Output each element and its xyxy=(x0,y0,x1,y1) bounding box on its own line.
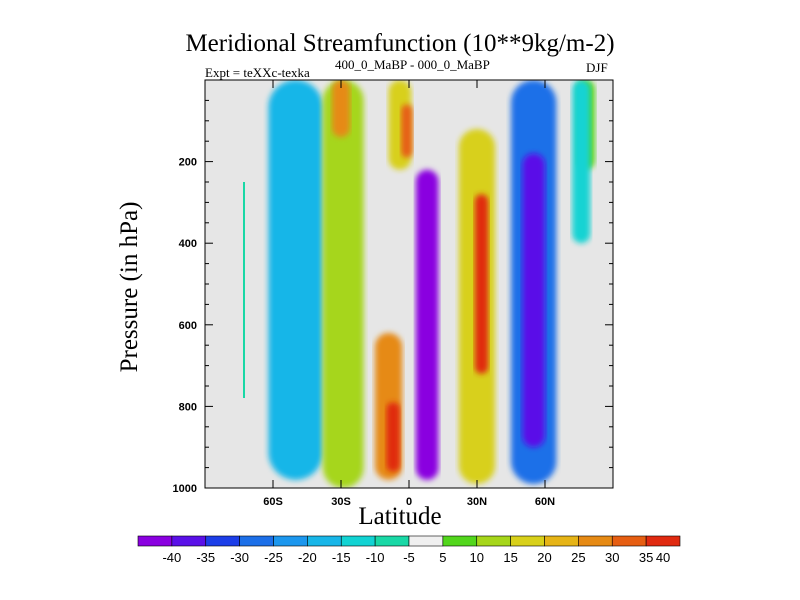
experiment-label: Expt = teXXc-texka xyxy=(205,65,310,80)
field-region-subtropical-core xyxy=(474,194,489,374)
chart-title: Meridional Streamfunction (10**9kg/m-2) xyxy=(185,30,615,57)
colorbar-label: 5 xyxy=(439,550,446,565)
colorbar-label: 20 xyxy=(537,550,551,565)
colorbar-swatch xyxy=(307,535,342,547)
colorbar-label: 10 xyxy=(470,550,484,565)
x-tick-label: 30S xyxy=(331,496,351,508)
colorbar-label: -20 xyxy=(298,550,317,565)
colorbar-label: -25 xyxy=(264,550,283,565)
x-tick-label: 60S xyxy=(263,496,283,508)
y-tick-label: 400 xyxy=(179,238,197,250)
x-tick-label: 60N xyxy=(535,496,555,508)
colorbar-swatch xyxy=(442,535,478,547)
colorbar-label: 30 xyxy=(605,550,619,565)
colorbar-label: -10 xyxy=(366,550,385,565)
field-region-polar-north xyxy=(572,80,591,244)
y-tick-label: 800 xyxy=(179,401,197,413)
colorbar-label: -5 xyxy=(403,550,415,565)
field-region-lower-equatorial-core xyxy=(386,402,400,472)
colorbar-swatch xyxy=(645,535,681,547)
colorbar-swatch xyxy=(239,535,274,547)
colorbar-swatch xyxy=(273,535,308,547)
y-tick-label: 1000 xyxy=(173,483,197,495)
colorbar-swatch xyxy=(137,535,173,547)
colorbar-label: 35 xyxy=(639,550,653,565)
field-region-upper-subtropical-core xyxy=(401,104,413,158)
field-region-upper-midlat-core xyxy=(331,80,351,138)
chart-subtitle: 400_0_MaBP - 000_0_MaBP xyxy=(335,57,490,72)
field-region-southern-midlat-band xyxy=(322,80,364,488)
x-tick-label: 30N xyxy=(467,496,487,508)
colorbar-label: -30 xyxy=(230,550,249,565)
field-region-tropical-cell xyxy=(415,169,439,480)
colorbar-swatch xyxy=(476,535,511,547)
colorbar-label: -40 xyxy=(162,550,181,565)
colorbar-swatch xyxy=(611,535,647,547)
colorbar-swatch xyxy=(510,535,545,547)
colorbar-swatch xyxy=(205,535,240,547)
field-region-southern-polar-cell xyxy=(268,80,323,480)
colorbar-swatch xyxy=(340,535,376,547)
colorbar-label: 40 xyxy=(656,550,670,565)
x-tick-label: 0 xyxy=(406,496,412,508)
x-axis-label: Latitude xyxy=(358,503,442,530)
colorbar-swatch xyxy=(578,535,613,547)
colorbar-swatch xyxy=(171,535,207,547)
colorbar-swatch xyxy=(374,535,410,547)
field-region-northern-core xyxy=(522,153,545,448)
season-label: DJF xyxy=(586,60,608,75)
colorbar-swatch xyxy=(544,535,579,547)
y-tick-label: 600 xyxy=(179,320,197,332)
colorbar-label: -35 xyxy=(196,550,215,565)
y-tick-label: 200 xyxy=(179,157,197,169)
colorbar-label: 15 xyxy=(503,550,517,565)
colorbar-swatch xyxy=(408,535,444,547)
colorbar-label: 25 xyxy=(571,550,585,565)
colorbar-label: -15 xyxy=(332,550,351,565)
